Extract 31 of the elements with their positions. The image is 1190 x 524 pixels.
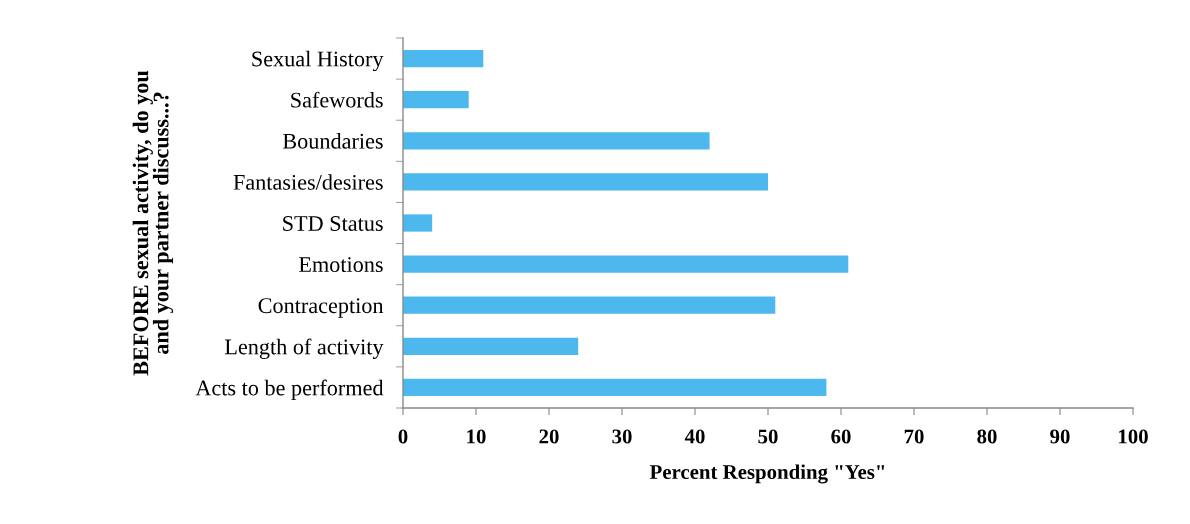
y-axis-title: BEFORE sexual activity, do you and your partner discuss...?	[132, 70, 174, 376]
bar	[403, 214, 433, 232]
bar	[403, 296, 776, 314]
y-tick-label: Safewords	[291, 91, 383, 108]
y-tick-label: Boundaries	[282, 133, 383, 149]
x-tick-label: 80	[977, 429, 997, 444]
bar	[403, 337, 579, 355]
x-tick-label: 20	[539, 429, 559, 444]
y-tick-label: Contraception	[258, 298, 384, 318]
bar	[403, 173, 768, 191]
bar	[403, 132, 710, 150]
x-axis-title: Percent Responding "Yes"	[649, 464, 885, 484]
x-tick-label: 90	[1050, 429, 1070, 444]
x-tick-label: 40	[684, 429, 705, 444]
y-tick-label: STD Status	[283, 215, 383, 231]
bar	[403, 91, 469, 109]
y-tick-label: Sexual History	[252, 50, 384, 72]
x-tick-label: 30	[612, 429, 632, 444]
bar	[403, 378, 827, 397]
y-tick-label: Acts to be performed	[195, 379, 384, 400]
x-tick-label: 0	[398, 429, 408, 444]
x-tick-label: 50	[758, 429, 778, 444]
y-tick-label: Length of activity	[224, 338, 384, 359]
x-tick-label: 70	[904, 429, 924, 444]
bar	[403, 49, 484, 68]
y-tick-label: Emotions	[299, 257, 383, 273]
y-tick-label: Fantasies/desires	[233, 174, 383, 190]
x-tick-label: 100	[1119, 429, 1148, 444]
bar	[403, 255, 849, 273]
x-tick-label: 10	[467, 429, 486, 444]
x-tick-label: 60	[831, 429, 851, 444]
